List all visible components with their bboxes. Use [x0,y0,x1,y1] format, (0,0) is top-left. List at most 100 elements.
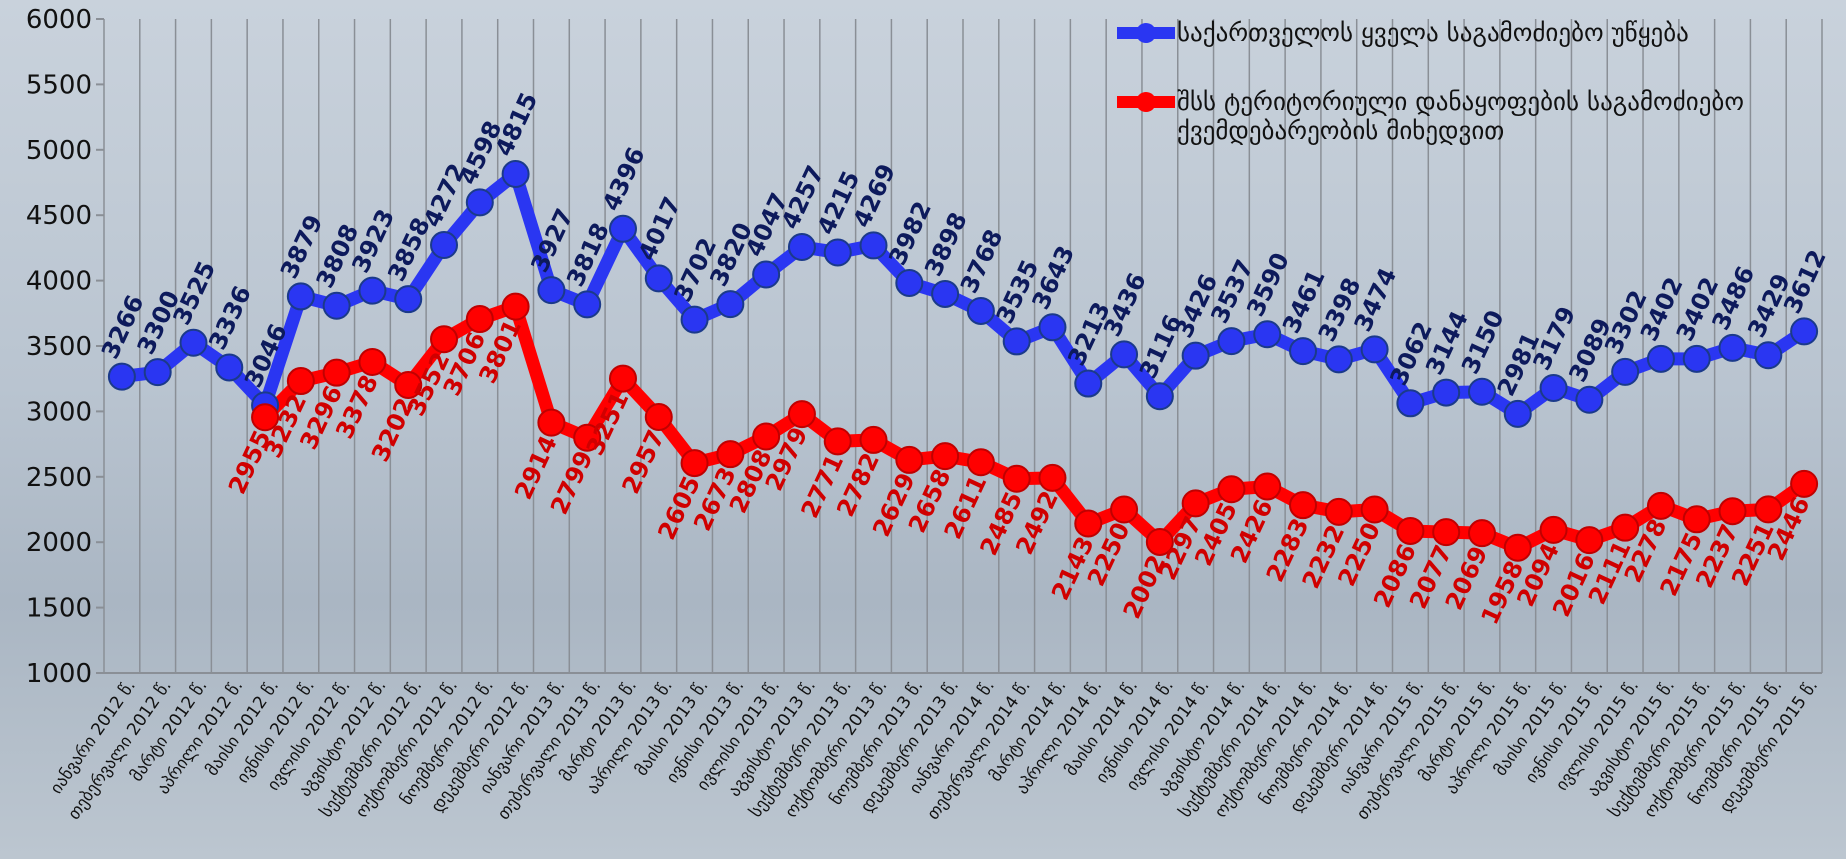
marker [823,238,852,267]
marker [1467,519,1496,548]
legend-item: შსს ტერიტორიული დანაყოფების საგამოძიებო … [1115,87,1835,145]
marker [787,232,816,261]
y-tick-label: 1000 [26,659,92,689]
marker [752,422,781,451]
marker [1718,333,1747,362]
marker [1754,341,1783,370]
marker [1754,495,1783,524]
marker [1611,513,1640,542]
marker [716,290,745,319]
y-tick-label: 5000 [26,136,92,166]
marker [1718,497,1747,526]
marker [1682,344,1711,373]
marker [107,362,136,391]
marker [215,353,244,382]
marker [430,231,459,260]
legend-marker [1136,23,1156,43]
marker [1145,382,1174,411]
marker [1646,344,1675,373]
marker [1611,357,1640,386]
marker [1289,337,1318,366]
legend-swatch [1117,23,1175,43]
marker [1217,327,1246,356]
marker [1790,317,1819,346]
marker [895,268,924,297]
marker [322,358,351,387]
marker [1360,335,1389,364]
marker [644,264,673,293]
legend-marker [1136,92,1156,112]
marker [1145,527,1174,556]
marker [465,305,494,334]
legend-label: საქართველოს ყველა საგამოძიებო უწყება [1177,18,1689,47]
marker [322,291,351,320]
marker [286,282,315,311]
legend: საქართველოს ყველა საგამოძიებო უწყება შსს … [1115,18,1835,185]
marker [394,370,423,399]
marker [1432,518,1461,547]
marker [1217,475,1246,504]
marker [644,403,673,432]
marker [465,188,494,217]
marker [573,290,602,319]
marker [787,400,816,429]
marker [1253,472,1282,501]
marker [1575,526,1604,555]
marker [1646,491,1675,520]
marker [680,305,709,334]
marker [680,449,709,478]
y-tick-label: 5500 [26,70,92,100]
legend-item: საქართველოს ყველა საგამოძიებო უწყება [1115,18,1835,47]
marker [1038,313,1067,342]
marker [537,408,566,437]
marker [1503,533,1532,562]
marker [501,159,530,188]
y-tick-label: 2000 [26,528,92,558]
y-tick-label: 4500 [26,201,92,231]
marker [1539,515,1568,544]
y-tick-label: 3500 [26,332,92,362]
marker [1503,399,1532,428]
marker [1002,327,1031,356]
marker [286,367,315,396]
data-label: 2957 [617,426,671,498]
marker [1539,373,1568,402]
legend-swatch [1117,92,1175,112]
marker [143,358,172,387]
marker [1074,369,1103,398]
marker [1790,469,1819,498]
marker [859,231,888,260]
marker [1360,495,1389,524]
marker [430,325,459,354]
marker [1682,505,1711,534]
marker [1289,491,1318,520]
marker [931,279,960,308]
marker [358,347,387,376]
y-tick-label: 1500 [26,594,92,624]
marker [966,448,995,477]
marker [716,440,745,469]
marker [1110,340,1139,369]
marker [1575,385,1604,414]
marker [1253,320,1282,349]
marker [1038,463,1067,492]
marker [358,276,387,305]
marker [251,403,280,432]
y-tick-label: 4000 [26,267,92,297]
marker [394,285,423,314]
marker [823,427,852,456]
marker [608,214,637,243]
marker [179,328,208,357]
marker [1432,378,1461,407]
y-tick-label: 2500 [26,463,92,493]
marker [1324,497,1353,526]
legend-label: შსს ტერიტორიული დანაყოფების საგამოძიებო … [1177,87,1744,145]
marker [1324,345,1353,374]
marker [895,445,924,474]
y-tick-label: 6000 [26,5,92,35]
marker [608,364,637,393]
marker [966,296,995,325]
marker [1110,495,1139,524]
